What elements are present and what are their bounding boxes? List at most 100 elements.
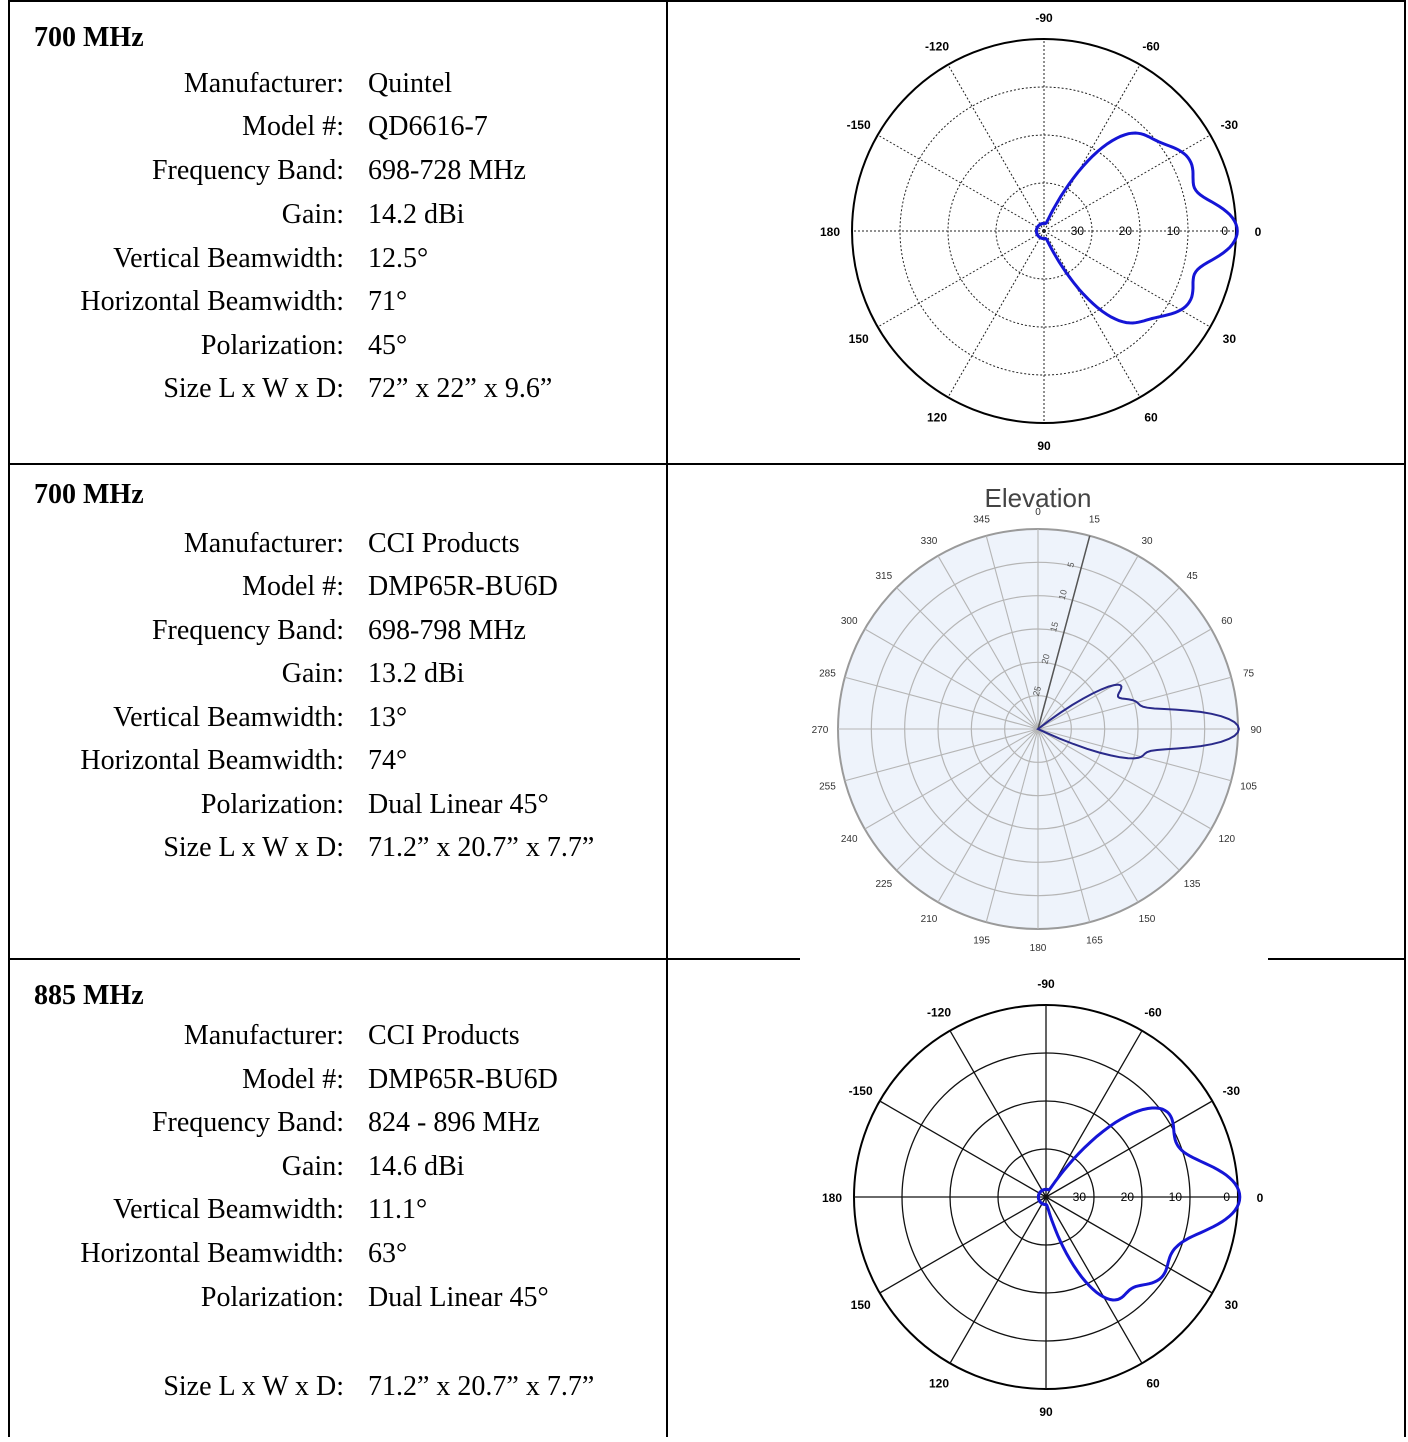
radial-tick-label: 0 [1221,224,1228,238]
grid-spoke [949,1030,1047,1198]
angle-tick-label: -60 [1144,1006,1162,1020]
angle-tick-label: 240 [841,834,858,845]
angle-tick-label: 285 [819,669,836,680]
spec-value: 13° [368,702,408,733]
spec-row-model: Model #: DMP65R-BU6D [10,1064,666,1104]
band-title: 885 MHz [34,980,144,1011]
spec-label: Manufacturer: [183,528,344,559]
spec-value: CCI Products [368,1020,520,1051]
spec-value: CCI Products [368,528,520,559]
spec-row-size: Size L x W x D: 71.2” x 20.7” x 7.7” [10,1371,666,1411]
grid-spoke [1037,676,1232,730]
radial-tick-label: 10 [1167,224,1181,238]
spec-cell-1: 700 MHz Manufacturer: Quintel Model #: QD6… [10,0,666,463]
angle-tick-label: 330 [921,536,938,547]
spec-label: Vertical Beamwidth: [113,1194,344,1225]
angle-tick-label: 120 [929,1376,949,1390]
spec-label: Frequency Band: [151,1107,344,1138]
grid-spoke [1037,628,1212,730]
angle-tick-label: -30 [1223,1084,1241,1098]
grid-spoke [877,134,1045,232]
grid-spoke [985,728,1039,923]
spec-value: 71.2” x 20.7” x 7.7” [368,832,595,863]
spec-value: 71.2” x 20.7” x 7.7” [368,1371,595,1402]
grid-spoke [1045,1196,1143,1364]
spec-value: 71° [368,286,408,317]
angle-tick-label: -150 [849,1084,873,1098]
grid-spoke [1045,1100,1213,1198]
spec-value: 12.5° [368,243,429,274]
angle-tick-label: 195 [973,936,990,947]
angle-tick-label: 15 [1089,514,1101,525]
radial-tick-label: 15 [1048,621,1060,633]
spec-row-gain: Gain: 14.6 dBi [10,1151,666,1191]
angle-tick-label: 105 [1240,781,1257,792]
spec-row-frequency: Frequency Band: 698-798 MHz [10,615,666,655]
spec-label: Model #: [242,571,344,602]
angle-tick-label: -90 [1037,977,1055,991]
grid-spoke [1043,230,1211,328]
spec-label: Frequency Band: [151,155,344,186]
spec-row-vertical-beamwidth: Vertical Beamwidth: 11.1° [10,1194,666,1234]
spec-label: Size L x W x D: [163,373,344,404]
angle-tick-label: 45 [1187,571,1199,582]
spec-cell-3: 885 MHz Manufacturer: CCI Products Model … [10,960,666,1437]
angle-tick-label: 30 [1225,1298,1239,1312]
spec-row-manufacturer: Manufacturer: CCI Products [10,528,666,568]
radiation-pattern-chart-1: -90 -60 -30 0 30 60 90 120 150 180 -150 -120 30 20 10 0 [820,11,1262,453]
spec-label: Manufacturer: [183,68,344,99]
grid-spoke [1037,728,1180,871]
band-title: 700 MHz [34,22,144,53]
band-title: 700 MHz [34,479,144,510]
radial-tick-label: 20 [1040,653,1052,665]
row-divider-1 [8,463,1406,465]
spec-row-frequency: Frequency Band: 824 - 896 MHz [10,1107,666,1147]
spec-value: 45° [368,330,408,361]
angle-tick-label: 270 [812,725,829,736]
spec-row-size: Size L x W x D: 72” x 22” x 9.6” [10,373,666,413]
angle-tick-label: 0 [1257,1191,1264,1205]
angle-tick-label: 120 [927,410,947,424]
spec-row-frequency: Frequency Band: 698-728 MHz [10,155,666,195]
pattern-cell-2: 0 15 30 45 60 75 90 105 120 135 150 165 180 195 210 225… [668,465,1404,958]
grid-spoke [937,555,1039,730]
pattern-series-line [1036,1106,1242,1302]
spec-row-vertical-beamwidth: Vertical Beamwidth: 12.5° [10,243,666,283]
grid-spoke [947,230,1045,398]
spec-row-gain: Gain: 13.2 dBi [10,658,666,698]
spec-value: Quintel [368,68,452,99]
spec-label: Gain: [281,199,344,230]
spec-value: 14.6 dBi [368,1151,465,1182]
angle-tick-label: 210 [921,914,938,925]
spec-cell-2: 700 MHz Manufacturer: CCI Products Model … [10,465,666,958]
spec-table [8,0,1406,1437]
spec-label: Model #: [242,111,344,142]
spec-label: Frequency Band: [151,615,344,646]
spec-row-polarization: Polarization: Dual Linear 45° [10,789,666,829]
spec-value: 14.2 dBi [368,199,465,230]
row-divider-2 [8,958,1406,960]
grid-spoke [1037,728,1232,782]
grid-spoke [985,535,1039,730]
spec-row-horizontal-beamwidth: Horizontal Beamwidth: 74° [10,745,666,785]
spec-label: Gain: [281,658,344,689]
angle-tick-label: 75 [1243,669,1255,680]
spec-row-manufacturer: Manufacturer: Quintel [10,68,666,108]
radial-tick-label: 20 [1119,224,1133,238]
pattern-cell-3: -90 -60 -30 0 30 60 90 120 150 180 -150 -120 30 20 10 0 [668,960,1404,1437]
spec-label: Vertical Beamwidth: [113,243,344,274]
pattern-series-line [1034,131,1239,325]
radial-tick-label: 0 [1223,1190,1230,1204]
radial-tick-label: 10 [1169,1190,1183,1204]
spec-value: 698-798 MHz [368,615,526,646]
spec-row-polarization: Polarization: 45° [10,330,666,370]
spec-row-horizontal-beamwidth: Horizontal Beamwidth: 63° [10,1238,666,1278]
grid-spoke [1037,728,1139,903]
angle-tick-label: 315 [876,571,893,582]
spec-row-model: Model #: DMP65R-BU6D [10,571,666,611]
spec-label: Gain: [281,1151,344,1182]
spec-value: QD6616-7 [368,111,488,142]
spec-value: 11.1° [368,1194,428,1225]
radial-tick-label: 20 [1121,1190,1135,1204]
grid-spoke [1037,555,1139,730]
